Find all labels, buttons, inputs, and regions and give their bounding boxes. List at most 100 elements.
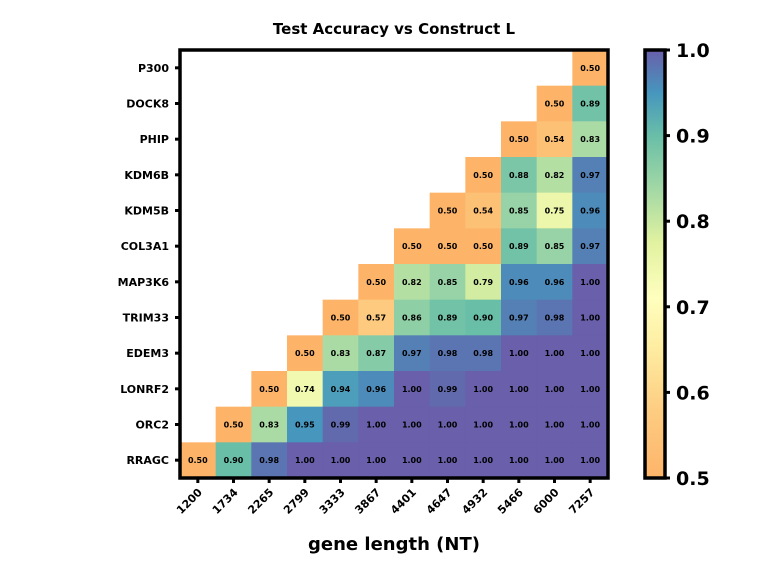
heatmap-cell (536, 264, 573, 301)
heatmap-cell (394, 335, 431, 372)
heatmap-cell (358, 442, 395, 479)
heatmap-cell (429, 264, 466, 301)
heatmap-cell (536, 157, 573, 194)
heatmap-cell (322, 442, 359, 479)
heatmap-cell (501, 264, 538, 301)
heatmap-cell (572, 121, 609, 158)
cell-value-label: 1.00 (580, 349, 600, 358)
heatmap-cell (322, 371, 359, 408)
cell-value-label: 0.50 (473, 171, 493, 180)
heatmap-cell (251, 406, 288, 443)
heatmap-cell (287, 371, 324, 408)
heatmap-cell (572, 335, 609, 372)
heatmap-cell (465, 299, 502, 336)
cell-value-label: 0.50 (545, 100, 565, 109)
heatmap-cell-labels: 0.50 0.50 0.89 0.50 0.54 0.83 0.50 0.88 0.82 0.97… (188, 64, 601, 465)
colorbar-tick-label: 0.9 (676, 126, 710, 148)
x-tick-label: 4932 (459, 486, 490, 517)
x-tick-label: 1734 (210, 486, 241, 517)
cell-value-label: 0.50 (509, 135, 529, 144)
heatmap-cell (501, 299, 538, 336)
heatmap-cell (501, 335, 538, 372)
heatmap-cell (394, 406, 431, 443)
cell-value-label: 0.89 (438, 314, 458, 323)
y-tick-label: KDM6B (124, 169, 169, 182)
cell-value-label: 1.00 (402, 385, 422, 394)
heatmap-cell (322, 299, 359, 336)
cell-value-label: 0.96 (366, 385, 386, 394)
heatmap-cell (358, 299, 395, 336)
cell-value-label: 0.90 (473, 314, 493, 323)
cell-value-label: 0.99 (438, 385, 458, 394)
heatmap-cell (536, 335, 573, 372)
cell-value-label: 1.00 (545, 385, 565, 394)
heatmap-cell (429, 406, 466, 443)
heatmap-cell (536, 442, 573, 479)
cell-value-label: 0.50 (402, 242, 422, 251)
heatmap-cell (251, 371, 288, 408)
heatmap-cell (429, 299, 466, 336)
heatmap-cell (501, 371, 538, 408)
cell-value-label: 1.00 (509, 385, 529, 394)
cell-value-label: 0.90 (224, 456, 244, 465)
cell-value-label: 1.00 (331, 456, 351, 465)
heatmap-cell (501, 228, 538, 265)
cell-value-label: 0.97 (509, 314, 529, 323)
heatmap-cell (429, 228, 466, 265)
heatmap-cell (465, 442, 502, 479)
x-tick-label: 7257 (566, 486, 597, 517)
chart-title: Test Accuracy vs Construct L (273, 20, 516, 38)
heatmap-cell (358, 335, 395, 372)
cell-value-label: 0.98 (473, 349, 493, 358)
x-tick-label: 3867 (352, 486, 383, 517)
cell-value-label: 1.00 (545, 349, 565, 358)
heatmap-cell (572, 406, 609, 443)
y-tick-label: EDEM3 (126, 347, 169, 360)
heatmap-cell (572, 192, 609, 229)
heatmap-cell (180, 442, 217, 479)
cell-value-label: 0.98 (545, 314, 565, 323)
colorbar-tick-label: 0.5 (676, 468, 710, 490)
colorbar-tick-label: 0.8 (676, 211, 710, 233)
heatmap-cell (501, 406, 538, 443)
heatmap-cell (465, 406, 502, 443)
cell-value-label: 0.74 (295, 385, 315, 394)
x-axis-label: gene length (NT) (308, 534, 480, 555)
cell-value-label: 1.00 (438, 421, 458, 430)
heatmap-cell (465, 228, 502, 265)
heatmap-cell (572, 264, 609, 301)
heatmap-cell (536, 406, 573, 443)
x-tick-label: 2265 (245, 486, 276, 517)
y-axis: P300 DOCK8 PHIP KDM6B KDM5B COL3A1 MAP3K6 TRIM3… (118, 62, 180, 467)
heatmap-cell (501, 192, 538, 229)
colorbar-tick-label: 1.0 (676, 40, 710, 62)
x-tick-label: 1200 (174, 486, 205, 517)
cell-value-label: 1.00 (580, 314, 600, 323)
heatmap-cell (572, 442, 609, 479)
cell-value-label: 0.50 (580, 64, 600, 73)
cell-value-label: 0.96 (509, 278, 529, 287)
heatmap-cell (536, 85, 573, 122)
colorbar-ticks: 0.5 0.6 0.7 0.8 0.9 1.0 (665, 40, 710, 490)
cell-value-label: 0.98 (438, 349, 458, 358)
x-tick-label: 4647 (424, 486, 455, 517)
cell-value-label: 1.00 (580, 385, 600, 394)
heatmap-cell (572, 228, 609, 265)
y-tick-label: P300 (138, 62, 169, 75)
x-tick-label: 4401 (388, 486, 419, 517)
colorbar: 0.5 0.6 0.7 0.8 0.9 1.0 (643, 40, 710, 490)
cell-value-label: 0.97 (580, 171, 600, 180)
cell-value-label: 1.00 (295, 456, 315, 465)
heatmap-cell (465, 192, 502, 229)
heatmap-cell (572, 157, 609, 194)
heatmap-cell (287, 406, 324, 443)
cell-value-label: 0.85 (509, 207, 529, 216)
colorbar-frame (643, 48, 667, 480)
cell-value-label: 0.95 (295, 421, 315, 430)
heatmap-cell (501, 157, 538, 194)
heatmap-cell (429, 371, 466, 408)
cell-value-label: 0.82 (402, 278, 422, 287)
heatmap-cell (536, 121, 573, 158)
heatmap-cell (572, 85, 609, 122)
